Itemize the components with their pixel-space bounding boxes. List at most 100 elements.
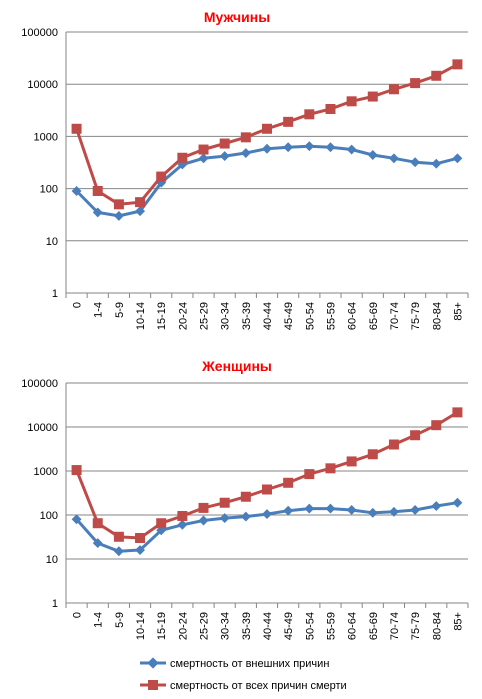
data-point-diamond xyxy=(71,514,82,525)
x-tick-label: 0 xyxy=(72,302,84,308)
legend-label: смертность от всех причин смерти xyxy=(170,680,347,692)
data-point-diamond xyxy=(304,141,315,152)
data-point-diamond xyxy=(92,538,103,549)
data-point-diamond xyxy=(346,144,357,155)
data-point-square xyxy=(71,123,82,134)
y-tick-label: 100 xyxy=(40,510,58,522)
x-tick-label: 60-64 xyxy=(347,612,359,640)
x-tick-label: 25-29 xyxy=(199,612,211,640)
x-tick-label: 10-14 xyxy=(135,612,147,640)
x-tick-label: 55-59 xyxy=(325,302,337,330)
data-point-square xyxy=(113,199,124,210)
data-point-diamond xyxy=(325,503,336,514)
data-point-diamond xyxy=(452,497,463,508)
x-tick-label: 5-9 xyxy=(114,612,126,628)
data-point-square xyxy=(452,59,463,70)
series-line-all-causes xyxy=(75,63,459,206)
data-point-diamond xyxy=(367,150,378,160)
chart-title: Мужчины xyxy=(204,9,270,25)
data-point-square xyxy=(240,491,251,502)
x-tick-label: 1-4 xyxy=(93,302,105,318)
data-point-square xyxy=(198,144,209,155)
data-point-diamond xyxy=(388,153,399,164)
y-tick-label: 10 xyxy=(46,554,58,566)
y-tick-label: 1000 xyxy=(34,131,58,143)
data-point-diamond xyxy=(135,206,146,217)
series-line-external-causes xyxy=(75,144,458,218)
data-point-square xyxy=(410,430,421,441)
data-point-square xyxy=(325,463,336,474)
chart-men: Мужчины 1 10 100 1000 10000 100000 0 1-4 5-9 10-1… xyxy=(21,9,469,330)
y-tick-label: 1000 xyxy=(34,466,58,478)
data-point-diamond xyxy=(452,153,463,164)
x-tick-label: 10-14 xyxy=(135,302,147,330)
x-tick-label: 45-49 xyxy=(283,612,295,640)
x-tick-label: 30-34 xyxy=(220,302,232,330)
x-tick-label: 75-79 xyxy=(410,612,422,640)
x-tick-label: 55-59 xyxy=(325,612,337,640)
data-point-square xyxy=(304,469,315,480)
data-point-diamond xyxy=(304,503,315,514)
data-point-square xyxy=(198,502,209,513)
data-point-square xyxy=(431,70,442,81)
x-tick-label: 40-44 xyxy=(262,302,274,330)
x-tick-label: 50-54 xyxy=(304,612,316,640)
x-tick-label: 5-9 xyxy=(114,302,126,318)
legend-item-all-causes: смертность от всех причин смерти xyxy=(140,680,347,692)
data-point-diamond xyxy=(367,507,378,518)
x-tick-label: 70-74 xyxy=(389,612,401,640)
x-tick-label: 85+ xyxy=(452,612,464,631)
data-point-diamond xyxy=(431,501,442,511)
legend-item-external-causes: смертность от внешних причин xyxy=(140,657,329,670)
y-tick-label: 100 xyxy=(40,184,58,196)
data-point-square xyxy=(156,518,167,529)
data-point-diamond xyxy=(262,143,272,154)
x-tick-label: 50-54 xyxy=(304,302,316,330)
x-tick-label: 85+ xyxy=(452,302,464,321)
data-point-square xyxy=(346,96,357,107)
data-point-square xyxy=(262,484,272,495)
data-point-diamond xyxy=(410,157,421,168)
data-point-diamond xyxy=(283,142,294,153)
x-tick-label: 40-44 xyxy=(262,612,274,640)
data-point-square xyxy=(71,465,82,476)
x-tick-label: 30-34 xyxy=(220,612,232,640)
x-tick-label: 75-79 xyxy=(410,302,422,330)
x-tick-label: 20-24 xyxy=(177,612,189,640)
data-point-square xyxy=(283,477,294,488)
series-line-all-causes xyxy=(75,411,459,540)
x-tick-label: 20-24 xyxy=(177,302,189,330)
x-tick-label: 15-19 xyxy=(156,302,168,330)
data-point-square xyxy=(367,449,378,460)
data-point-square xyxy=(113,531,124,542)
x-tick-label: 0 xyxy=(72,612,84,618)
legend-marker-diamond xyxy=(147,657,159,669)
data-point-square xyxy=(452,407,463,418)
x-tick-label: 15-19 xyxy=(156,612,168,640)
data-point-diamond xyxy=(283,505,294,516)
data-point-diamond xyxy=(410,505,421,515)
data-point-diamond xyxy=(219,513,230,524)
data-point-diamond xyxy=(113,546,124,557)
y-tick-label: 1 xyxy=(52,288,58,300)
data-point-square xyxy=(388,439,399,450)
y-tick-label: 10000 xyxy=(27,79,58,91)
data-point-diamond xyxy=(219,151,230,162)
y-tick-label: 1 xyxy=(52,598,58,610)
x-tick-label: 45-49 xyxy=(283,302,295,330)
x-tick-label: 65-69 xyxy=(368,612,380,640)
x-tick-label: 35-39 xyxy=(241,302,253,330)
x-tick-label: 65-69 xyxy=(368,302,380,330)
data-point-square xyxy=(283,116,294,127)
data-point-square xyxy=(410,78,421,89)
x-tick-label: 70-74 xyxy=(389,302,401,330)
legend: смертность от внешних причин смертность … xyxy=(140,657,347,692)
y-tick-label: 10 xyxy=(46,236,58,248)
chart-women: Женщины 1 10 100 1000 10000 100000 0 1-4 5-9 10-1… xyxy=(21,358,469,640)
y-tick-label: 10000 xyxy=(27,422,58,434)
legend-marker-square xyxy=(148,680,158,690)
y-tick-label: 100000 xyxy=(21,27,58,39)
data-point-diamond xyxy=(431,158,442,169)
data-point-square xyxy=(367,91,378,102)
data-point-square xyxy=(92,185,103,196)
